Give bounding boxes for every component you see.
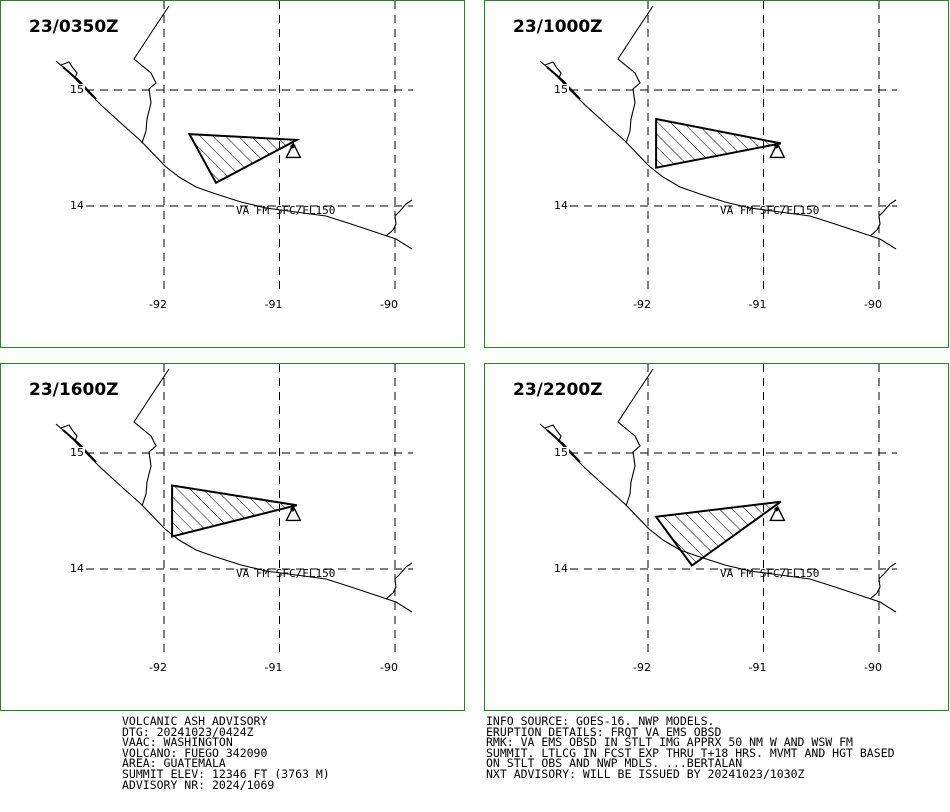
ash-cloud-polygon (655, 117, 781, 169)
advisory-line: DTG: 20241023/0424Z (122, 724, 254, 739)
va-height-label: VA FM SFC/FL150 (720, 204, 820, 217)
lon-tick-label: -91 (263, 661, 284, 674)
lon-tick-label: -91 (747, 661, 768, 674)
va-height-label: VA FM SFC/FL150 (236, 204, 336, 217)
lon-tick-label: -90 (863, 661, 883, 674)
coastline-emphasis (62, 429, 97, 463)
advisory-line: VOLCANO: FUEGO 342090 (122, 745, 268, 760)
advisory-remark-line: SUMMIT. LTLCG IN FCST EXP THRU T+18 HRS.… (486, 745, 895, 760)
coastline-emphasis (62, 66, 97, 100)
map-panel-2: 23/1000Z 15 14 -92 -91 -90 VA FM SFC/FL150 (484, 0, 949, 348)
triangle-volcano-icon (285, 504, 302, 522)
lat-tick-label: 14 (69, 199, 85, 212)
coastline (55, 60, 413, 250)
lon-tick-label: -90 (379, 298, 399, 311)
advisory-line: AREA: GUATEMALA (122, 756, 226, 771)
country-border (617, 5, 654, 144)
panel-time-title: 23/0350Z (29, 17, 119, 37)
volcano-summit-dot (774, 144, 779, 149)
lat-tick-label: 14 (553, 199, 569, 212)
advisory-line: SUMMIT ELEV: 12346 FT (3763 M) (122, 766, 330, 781)
ash-cloud-polygon (187, 133, 301, 185)
country-border (133, 5, 170, 144)
panel-time-title: 23/1600Z (29, 380, 119, 400)
coastline (55, 423, 413, 613)
panel-time-title: 23/2200Z (513, 380, 603, 400)
lon-tick-label: -90 (379, 661, 399, 674)
advisory-line: ADVISORY NR: 2024/1069 (122, 777, 275, 792)
lon-tick-label: -92 (148, 298, 168, 311)
country-border (133, 368, 170, 507)
advisory-info-right: INFO SOURCE: GOES-16. NWP MODELS. ERUPTIO… (486, 714, 895, 781)
triangle-volcano-icon (769, 504, 786, 522)
map-panel-4: 23/2200Z 15 14 -92 -91 -90 VA FM SFC/FL150 (484, 363, 949, 711)
ash-cloud-polygon (171, 484, 298, 538)
triangle-volcano-icon (285, 141, 302, 159)
advisory-remark-line: INFO SOURCE: GOES-16. NWP MODELS. (486, 714, 715, 728)
lat-tick-label: 14 (553, 562, 569, 575)
lat-tick-label: 15 (69, 446, 85, 459)
country-border-east (385, 199, 413, 237)
country-border-east (869, 199, 897, 237)
coastline-emphasis (546, 429, 581, 463)
advisory-info-left: VOLCANIC ASH ADVISORY DTG: 20241023/0424Z… (122, 714, 330, 792)
ash-cloud-polygon (654, 500, 782, 567)
advisory-remark-line: ERUPTION DETAILS: FRQT VA EMS OBSD (486, 724, 722, 739)
map-canvas (55, 1, 413, 293)
volcano-summit-dot (290, 144, 295, 149)
advisory-remark-line: NXT ADVISORY: WILL BE ISSUED BY 20241023… (486, 766, 805, 781)
map-canvas (539, 1, 897, 293)
lat-tick-label: 14 (69, 562, 85, 575)
lon-tick-label: -92 (148, 661, 168, 674)
lat-tick-label: 15 (553, 446, 569, 459)
map-canvas (539, 364, 897, 656)
lon-tick-label: -91 (263, 298, 284, 311)
va-height-label: VA FM SFC/FL150 (720, 567, 820, 580)
triangle-volcano-icon (769, 141, 786, 159)
lon-tick-label: -90 (863, 298, 883, 311)
map-panel-1: 23/0350Z 15 14 -92 -91 -90 VA FM SFC/FL150 (0, 0, 465, 348)
volcano-summit-dot (290, 507, 295, 512)
lat-tick-label: 15 (553, 83, 569, 96)
map-canvas (55, 364, 413, 656)
advisory-line: VOLCANIC ASH ADVISORY (122, 714, 268, 728)
advisory-line: VAAC: WASHINGTON (122, 735, 233, 750)
va-height-label: VA FM SFC/FL150 (236, 567, 336, 580)
volcano-summit-dot (774, 507, 779, 512)
country-border-east (869, 562, 897, 600)
country-border-east (385, 562, 413, 600)
panel-time-title: 23/1000Z (513, 17, 603, 37)
coastline (539, 60, 897, 250)
lon-tick-label: -92 (632, 298, 652, 311)
lon-tick-label: -91 (747, 298, 768, 311)
lat-tick-label: 15 (69, 83, 85, 96)
coastline-emphasis (546, 66, 581, 100)
advisory-remark-line: RMK: VA EMS OBSD IN STLT IMG APPRX 50 NM… (486, 735, 853, 750)
map-panel-3: 23/1600Z 15 14 -92 -91 -90 VA FM SFC/FL150 (0, 363, 465, 711)
advisory-remark-line: ON STLT OBS AND NWP MDLS. ...BERTALAN (486, 756, 743, 771)
lon-tick-label: -92 (632, 661, 652, 674)
country-border (617, 368, 654, 507)
